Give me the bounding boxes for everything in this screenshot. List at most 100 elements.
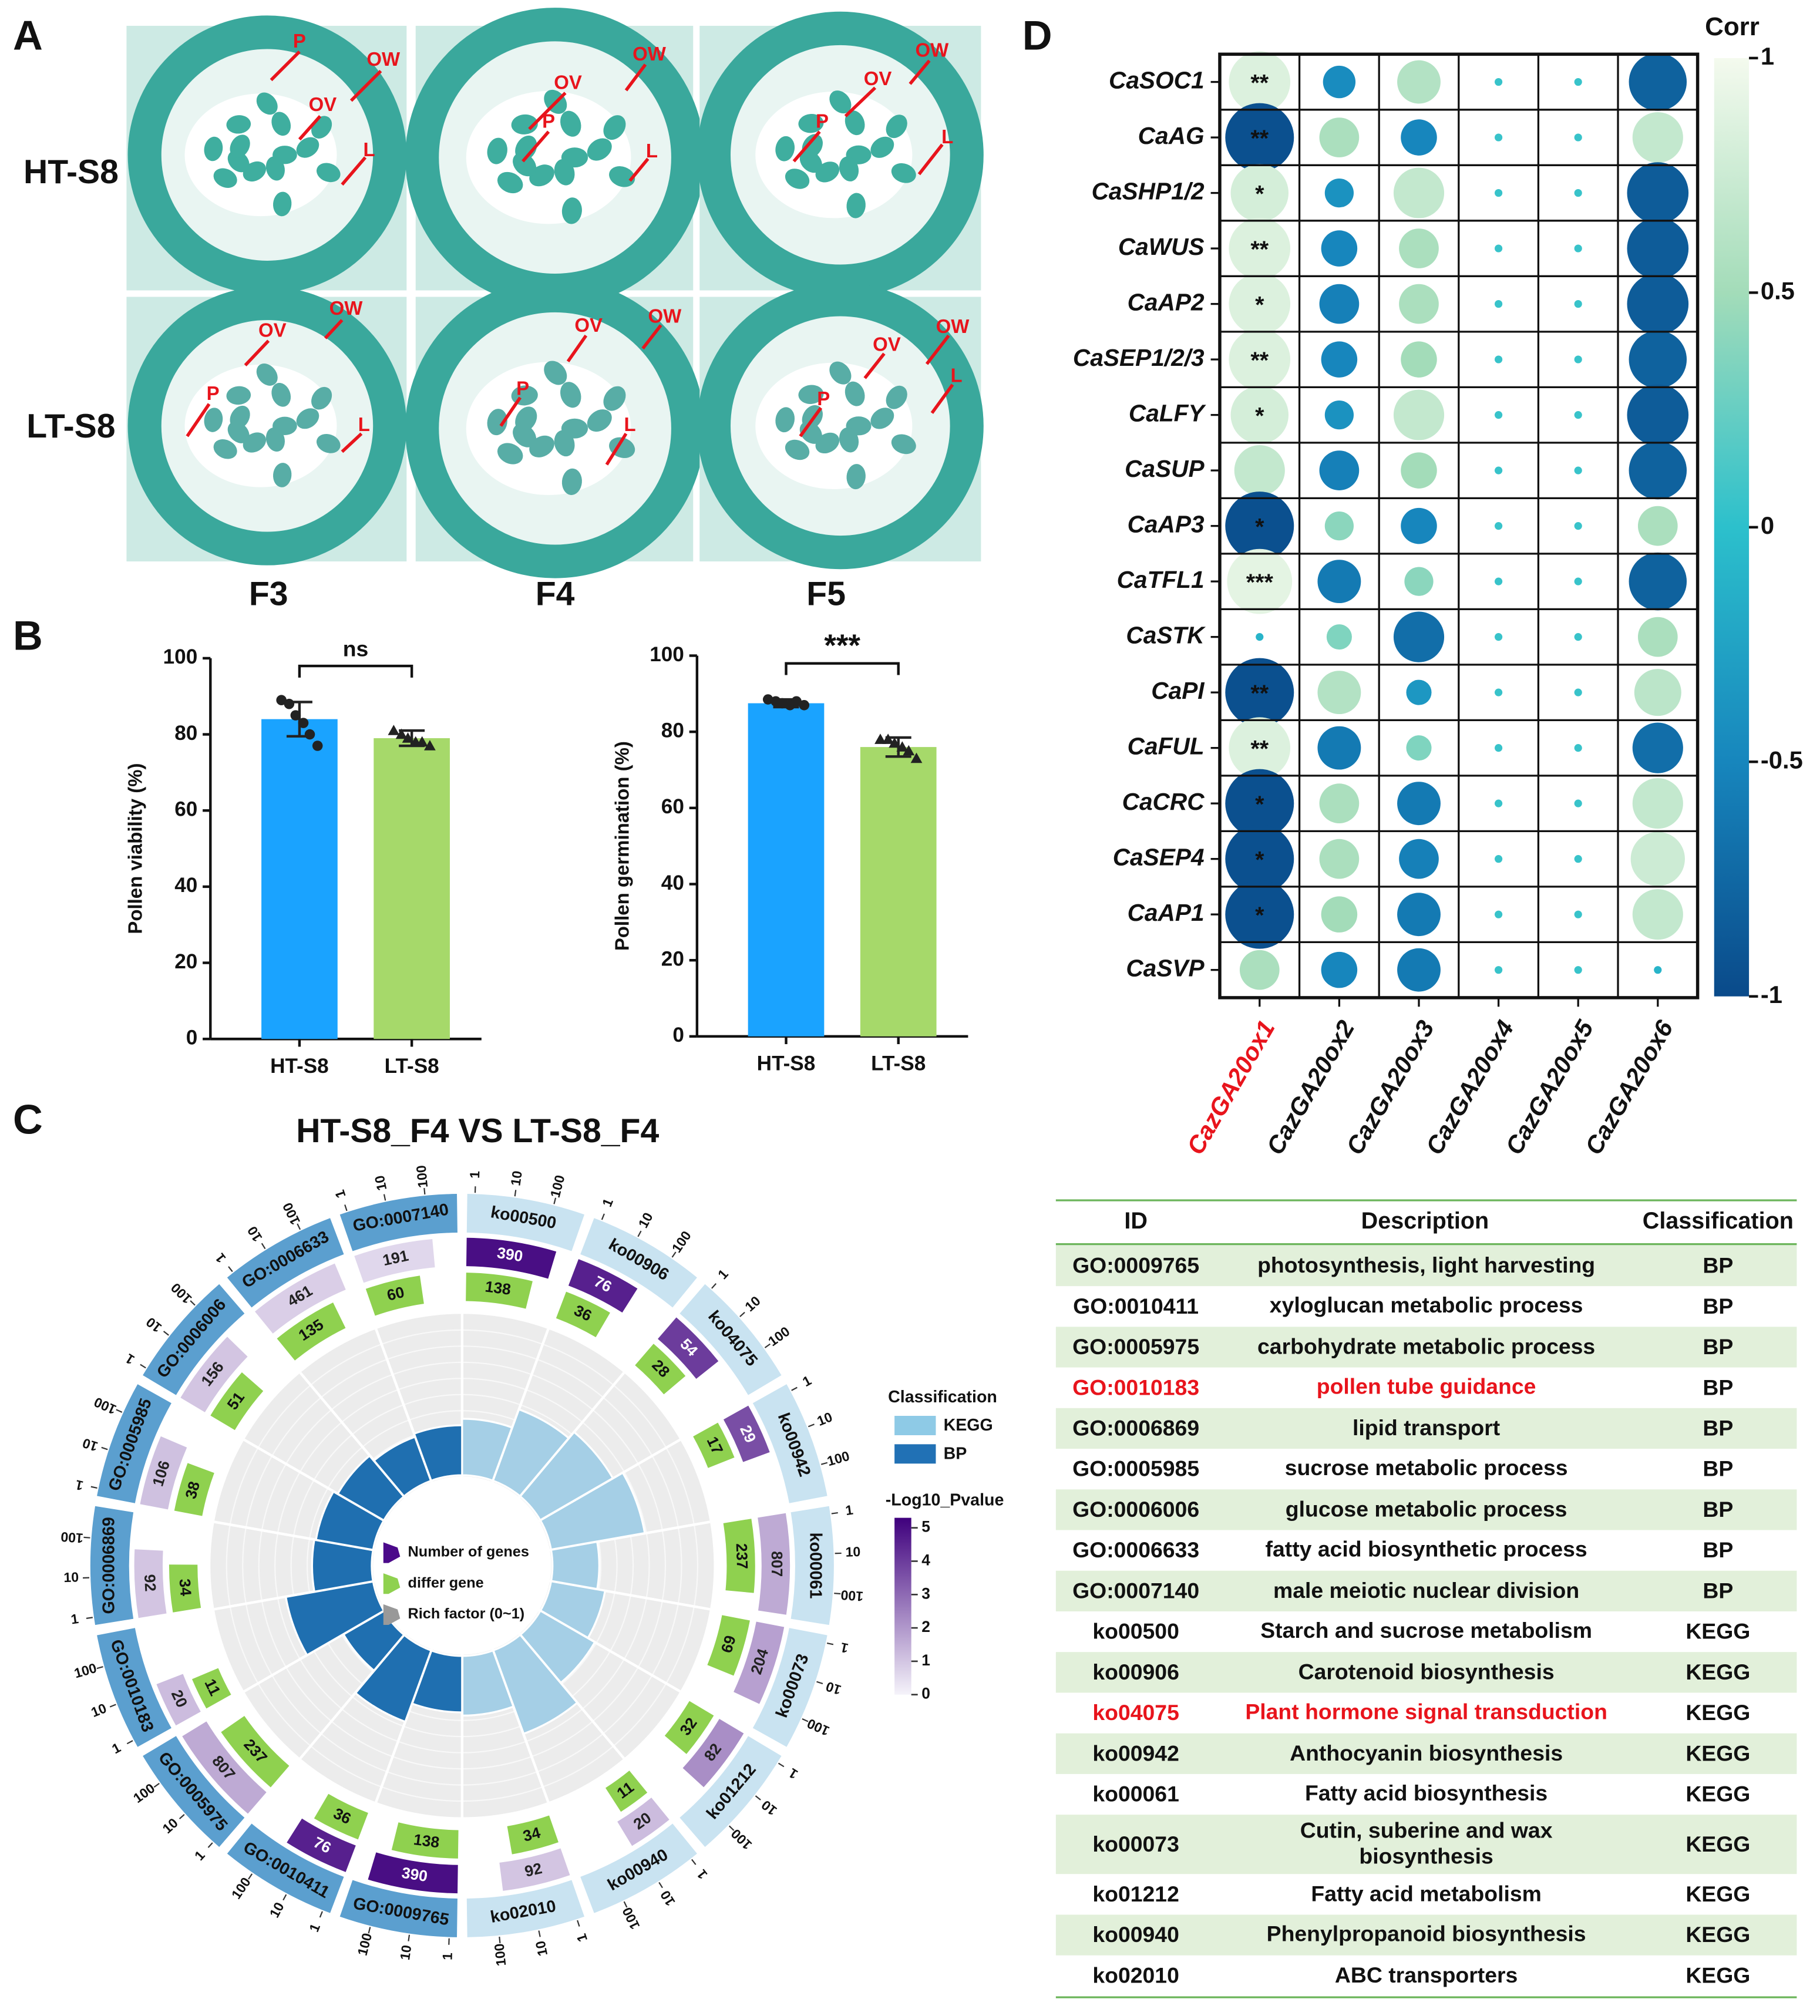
gene-count-bar [617,1798,670,1846]
table-cell: lipid transport [1353,1415,1501,1441]
annotation: OW [936,315,970,337]
outer-tick-label: 100 [355,1931,375,1957]
row-label: CaAP2 [1128,288,1205,315]
outer-tick-label: 10 [845,1544,860,1560]
gene-count-label: 807 [768,1551,786,1577]
ovule [845,110,865,136]
row-label: CaSVP [1126,954,1205,981]
row-label: CaTFL1 [1117,566,1205,593]
annotation: P [293,30,306,52]
corr-dot [1495,688,1503,696]
ovule [603,115,626,140]
significance-label: * [1255,292,1264,318]
corr-dot [1574,355,1582,364]
ovule [316,163,341,183]
gene-count-bar [287,1818,356,1872]
annotation: OV [258,319,287,341]
corr-dot [1230,164,1289,222]
data-point [416,736,428,747]
ovule [891,163,916,183]
ovule [561,468,582,496]
legend-swatch [894,1444,936,1464]
significance-label: ** [1250,736,1269,762]
table-cell: GO:0010411 [1073,1294,1199,1318]
significance-label: *** [824,628,860,663]
data-point [276,695,287,706]
outer-tick [383,1194,386,1201]
table-cell-box: lipid transport [1353,1415,1501,1441]
outer-tick-label: 1 [573,1932,590,1944]
data-point [298,718,309,728]
corr-dot [1495,577,1503,585]
annotation-line [605,433,628,466]
ovule [273,463,292,487]
ovule [487,137,507,164]
corr-dot [1401,507,1437,544]
table-cell: ko00942 [1092,1741,1179,1765]
column-label: F5 [806,575,846,612]
annotation-line [499,396,522,427]
table-cell: KEGG [1686,1963,1750,1987]
corr-dot [1401,452,1437,489]
annotation-line [624,63,647,92]
table-cell: KEGG [1686,1619,1750,1644]
outer-tick-label: 1 [800,1372,814,1389]
corr-dot [1319,839,1360,879]
annotation-line [270,50,301,82]
corr-dot [1227,548,1293,614]
corr-dot [1397,948,1441,992]
annotation: P [516,377,529,399]
table-cell: glucose metabolic process [1285,1497,1567,1522]
annotation-line [930,383,954,414]
ovule [886,115,907,139]
outer-tick [190,1300,196,1306]
bar [748,703,825,1036]
corr-dot [1574,299,1582,308]
ovule [230,134,250,158]
y-tick-label: 100 [163,645,198,668]
legend-icon [383,1542,401,1563]
annotation: OV [864,68,892,89]
gene-count-bar [134,1549,167,1618]
outer-tick-label: 10 [657,1888,678,1909]
differ-gene-label: 138 [413,1830,440,1851]
corr-dot [1495,466,1503,474]
corr-dot [1317,560,1361,604]
outer-tick-label: 10 [635,1210,656,1230]
outer-tick [728,1825,735,1831]
differ-gene-bar [664,1701,714,1754]
gene-count-bar [758,1513,790,1615]
legend-title: Classification [888,1388,997,1406]
outer-tick [834,1593,841,1595]
row-label: CaLFY [1129,399,1207,426]
differ-gene-bar [365,1275,424,1316]
corr-dot [1574,688,1582,696]
outer-tick [319,1911,323,1918]
y-axis-label: Pollen viability (%) [125,763,146,934]
ovule [271,383,291,407]
data-point [290,710,301,721]
outer-tick-label: 100 [228,1874,254,1901]
annotation-line [244,339,270,366]
colorbar-tick-label: 2 [921,1618,930,1635]
annotation-line [641,324,662,350]
table-cell-box: Cutin, suberine and wax biosynthesis [1300,1819,1553,1869]
outer-tick-label: 100 [619,1905,642,1932]
significance-label: ns [343,637,369,661]
corr-dot [1229,717,1291,779]
gene-count-bar [734,1621,785,1704]
outer-tick [764,1343,771,1348]
corr-dot [1632,778,1683,829]
outer-tick-label: 1 [332,1188,349,1200]
corr-dot [1495,633,1503,641]
significance-label: *** [1246,570,1274,595]
outer-tick-label: 1 [439,1952,455,1960]
table-row-bg [1055,1733,1797,1774]
significance-label: ** [1250,348,1269,373]
ovule [230,405,250,429]
table-cell: ko00940 [1092,1922,1179,1947]
corr-dot [1637,617,1678,657]
row-label: CaFUL [1128,732,1205,759]
table-row-bg [1055,1914,1797,1956]
ovule [560,382,581,408]
